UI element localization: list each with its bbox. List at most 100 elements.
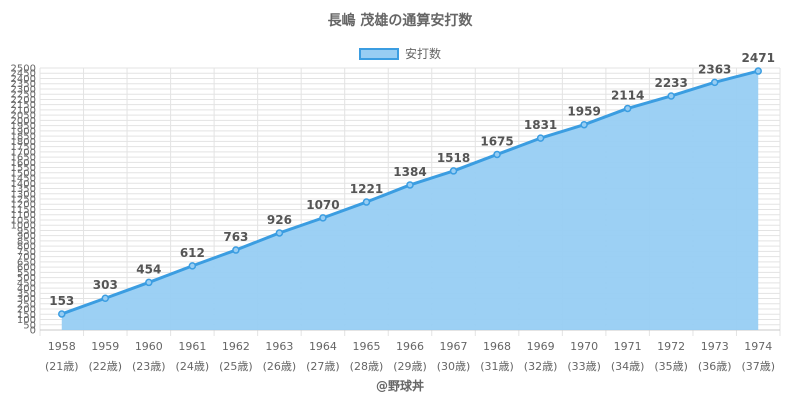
y-tick-label: 250 <box>17 299 36 310</box>
point-layer <box>58 67 762 318</box>
y-tick-label: 1150 <box>11 205 36 216</box>
y-tick-label: 2400 <box>11 74 36 85</box>
y-tick-label: 2450 <box>11 69 36 80</box>
y-tick-label: 2500 <box>11 64 36 75</box>
x-axis-ticks: 1958 (21歳) 1959 (22歳) 1960 (23歳) 1961 (24歳) 1962… <box>45 340 775 373</box>
data-point <box>754 67 762 75</box>
x-tick-label: 1974 <box>744 340 772 353</box>
x-tick-label: 1966 <box>396 340 424 353</box>
y-tick-label: 650 <box>17 257 36 268</box>
x-tick-label: 1962 <box>222 340 250 353</box>
y-axis-ticks: 0501001502002503003504004505005506006507… <box>11 64 36 337</box>
x-tick-sublabel: (29歳) <box>393 360 427 373</box>
y-tick-label: 200 <box>17 305 36 316</box>
x-tick-label: 1969 <box>527 340 555 353</box>
y-tick-label: 850 <box>17 236 36 247</box>
x-tick-sublabel: (26歳) <box>263 360 297 373</box>
x-tick-sublabel: (24歳) <box>176 360 210 373</box>
data-point <box>493 150 501 159</box>
y-tick-label: 350 <box>17 289 36 300</box>
y-tick-label: 1300 <box>11 189 36 200</box>
data-label: 1959 <box>567 105 600 119</box>
chart-title: 長嶋 茂雄の通算安打数 <box>327 13 473 29</box>
x-tick-sublabel: (32歳) <box>524 360 558 373</box>
y-tick-label: 2150 <box>11 100 36 111</box>
y-tick-label: 1600 <box>11 158 36 169</box>
data-label: 303 <box>93 278 118 292</box>
y-tick-label: 1250 <box>11 195 36 206</box>
y-tick-label: 300 <box>17 294 36 305</box>
x-tick-label: 1973 <box>701 340 729 353</box>
data-label: 763 <box>223 230 248 244</box>
y-tick-label: 1800 <box>11 137 36 148</box>
data-label: 1384 <box>393 165 426 179</box>
data-label: 2114 <box>611 88 644 102</box>
x-tick-sublabel: (35歳) <box>654 360 688 373</box>
data-label: 926 <box>267 213 292 227</box>
y-tick-label: 500 <box>17 273 36 284</box>
x-tick-sublabel: (28歳) <box>350 360 384 373</box>
x-tick-sublabel: (21歳) <box>45 360 79 373</box>
x-tick-label: 1967 <box>440 340 468 353</box>
x-tick-sublabel: (25歳) <box>219 360 253 373</box>
data-point <box>580 120 588 129</box>
y-tick-label: 1200 <box>11 200 36 211</box>
y-tick-label: 1450 <box>11 174 36 185</box>
data-label: 2233 <box>654 76 687 90</box>
data-point <box>667 92 675 100</box>
data-point <box>362 198 371 206</box>
x-tick-sublabel: (34歳) <box>611 360 645 373</box>
y-tick-label: 1050 <box>11 215 36 226</box>
y-tick-label: 1000 <box>11 221 36 232</box>
x-tick-sublabel: (30歳) <box>437 360 471 373</box>
data-point <box>449 167 458 175</box>
data-point <box>275 229 284 237</box>
x-tick-sublabel: (27歳) <box>306 360 340 373</box>
data-label: 153 <box>49 294 74 308</box>
data-point <box>319 214 327 222</box>
y-tick-label: 550 <box>17 268 36 279</box>
data-label: 454 <box>136 262 161 276</box>
y-tick-label: 1750 <box>11 142 36 153</box>
data-label: 1518 <box>437 151 470 165</box>
data-label: 1675 <box>480 134 513 148</box>
y-tick-label: 400 <box>17 284 36 295</box>
legend-label: 安打数 <box>404 47 441 61</box>
data-label-layer: 153 303 454 612 763 926 1070 1221 1384 1518 1675 18… <box>49 51 775 308</box>
y-tick-label: 900 <box>17 231 36 242</box>
x-tick-label: 1960 <box>135 340 163 353</box>
y-tick-label: 1550 <box>11 163 36 174</box>
data-point <box>58 310 66 318</box>
data-point <box>406 181 414 189</box>
data-label: 2363 <box>698 62 731 76</box>
x-tick-label: 1972 <box>657 340 685 353</box>
credit-text: @野球丼 <box>375 379 424 393</box>
x-tick-label: 1968 <box>483 340 511 353</box>
y-tick-label: 1650 <box>11 153 36 164</box>
data-point <box>232 246 240 254</box>
x-tick-label: 1970 <box>570 340 598 353</box>
y-tick-label: 700 <box>17 252 36 263</box>
y-tick-label: 150 <box>17 310 36 321</box>
y-tick-label: 1400 <box>11 179 36 190</box>
y-tick-label: 0 <box>30 326 36 337</box>
y-tick-label: 2000 <box>11 116 36 127</box>
data-point <box>536 134 545 142</box>
x-tick-label: 1959 <box>91 340 119 353</box>
data-point <box>101 294 110 302</box>
y-tick-label: 2200 <box>11 95 36 106</box>
x-tick-label: 1961 <box>178 340 206 353</box>
y-tick-label: 2100 <box>11 105 36 116</box>
x-tick-label: 1965 <box>352 340 380 353</box>
x-tick-sublabel: (22歳) <box>88 360 122 373</box>
x-tick-sublabel: (33歳) <box>567 360 601 373</box>
x-tick-sublabel: (23歳) <box>132 360 166 373</box>
y-tick-label: 1700 <box>11 147 36 158</box>
data-point <box>710 78 719 87</box>
data-point <box>145 278 153 287</box>
y-tick-label: 2250 <box>11 90 36 101</box>
x-tick-label: 1963 <box>265 340 293 353</box>
data-label: 612 <box>180 246 205 260</box>
data-point <box>623 104 632 113</box>
data-label: 1221 <box>350 182 383 196</box>
